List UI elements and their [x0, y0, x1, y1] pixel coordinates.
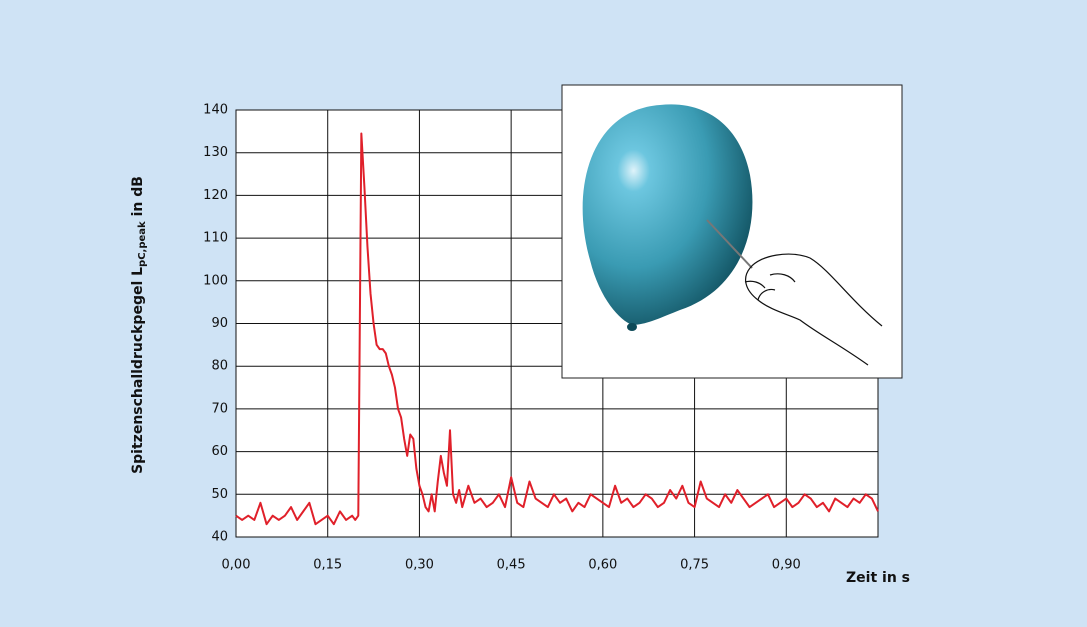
x-tick-label: 0,60 — [588, 558, 617, 573]
y-tick-label: 130 — [203, 145, 228, 160]
x-tick-label: 0,75 — [680, 558, 709, 573]
y-tick-label: 110 — [203, 231, 228, 246]
y-tick-label: 90 — [211, 316, 228, 331]
x-tick-label: 0,30 — [405, 558, 434, 573]
y-tick-label: 40 — [211, 530, 228, 545]
x-tick-label: 0,15 — [313, 558, 342, 573]
x-tick-label: 0,90 — [772, 558, 801, 573]
balloon-inset — [561, 84, 903, 379]
y-title-tail: in dB — [130, 176, 146, 221]
y-tick-label: 100 — [203, 273, 228, 288]
y-tick-label: 80 — [211, 359, 228, 374]
y-axis-title: Spitzenschalldruckpegel LpC,peak in dB — [130, 176, 148, 474]
y-tick-label: 50 — [211, 487, 228, 502]
y-tick-label: 120 — [203, 188, 228, 203]
data-line — [235, 132, 879, 526]
x-tick-label: 0,00 — [222, 558, 251, 573]
y-tick-label: 70 — [211, 401, 228, 416]
x-axis-title: Zeit in s — [846, 570, 910, 586]
y-tick-label: 140 — [203, 103, 228, 118]
y-title-sub: pC,peak — [137, 221, 148, 267]
x-tick-label: 0,45 — [497, 558, 526, 573]
y-title-main: Spitzenschalldruckpegel L — [130, 267, 146, 474]
y-tick-label: 60 — [211, 444, 228, 459]
